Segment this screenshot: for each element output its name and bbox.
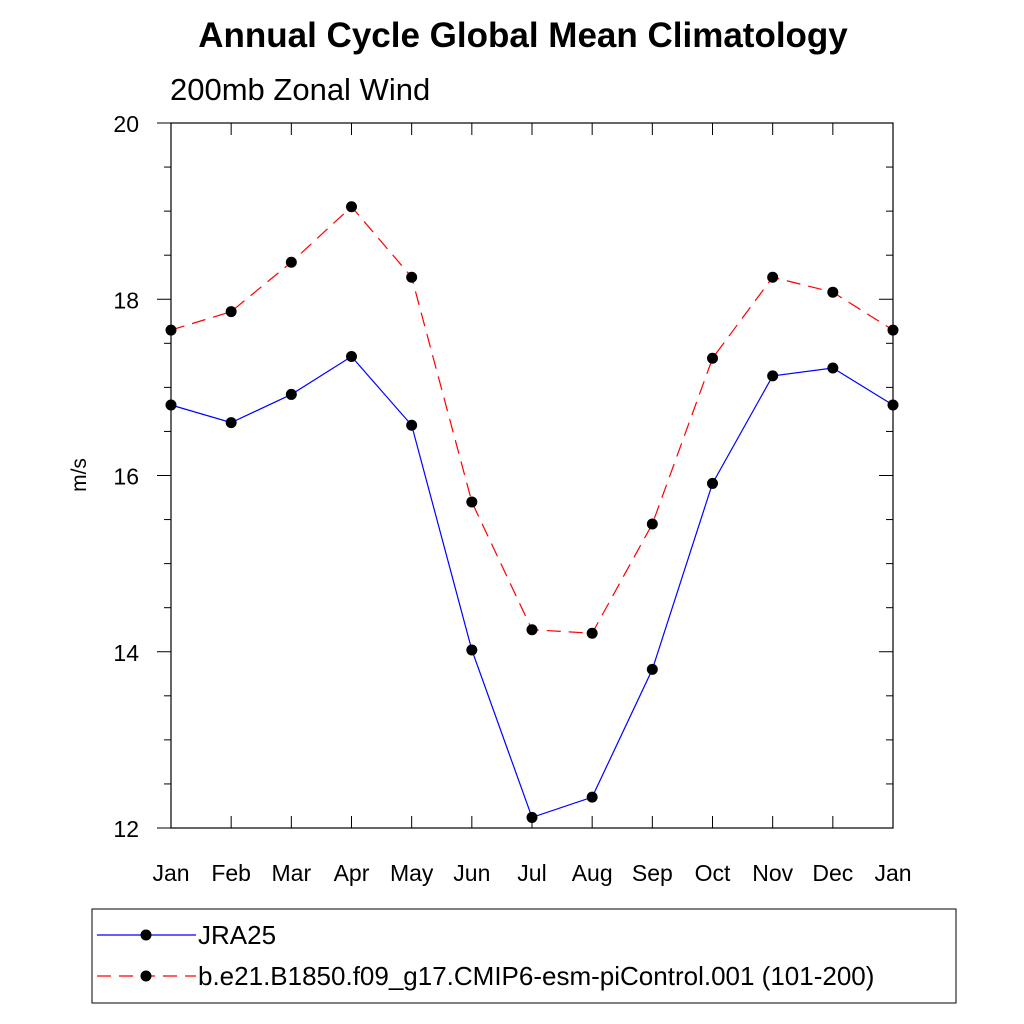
series-2 [165,201,899,639]
y-tick-label: 12 [113,816,139,842]
x-tick-labels: Jan Feb Mar Apr May Jun Jul Aug Sep Oct Nov Dec Jan [152,860,911,886]
data-point [406,271,418,283]
x-tick-label: Feb [211,860,251,886]
x-tick-label: May [390,860,434,886]
data-point [767,370,779,382]
x-tick-label: Jan [152,860,189,886]
chart-title: Annual Cycle Global Mean Climatology [198,16,848,55]
legend: JRA25 b.e21.B1850.f09_g17.CMIP6-esm-piCon… [91,908,957,1004]
data-point [285,256,297,268]
data-point [346,201,357,213]
x-tick-label: Sep [632,860,673,886]
data-point [285,388,297,400]
data-point [707,352,718,364]
data-point [165,399,177,411]
y-tick-label: 16 [113,464,139,490]
data-point [526,624,538,636]
data-point [646,518,658,530]
data-point [586,791,598,803]
data-point [165,324,177,336]
x-tick-label: Dec [812,860,853,886]
data-point [466,496,478,508]
x-tick-label: Aug [572,860,613,886]
series-line [170,355,894,819]
data-point [707,477,718,489]
axis-ticks [157,122,894,829]
x-tick-label: Jul [517,860,546,886]
data-point [767,271,779,283]
data-point [827,286,839,298]
series-1 [165,351,899,823]
y-tick-label: 18 [113,287,139,313]
data-point [466,644,478,656]
data-point [526,811,538,823]
series-line [170,205,894,634]
data-point [586,627,598,639]
legend-label: b.e21.B1850.f09_g17.CMIP6-esm-piControl.… [198,961,874,991]
data-point [646,663,658,675]
legend-box [91,908,957,1004]
y-tick-label: 20 [113,111,139,137]
data-point [225,306,237,318]
data-point [225,417,237,429]
data-point [346,351,357,363]
x-tick-label: Mar [272,860,312,886]
x-tick-label: Apr [334,860,370,886]
legend-marker [140,970,152,982]
data-point [887,324,899,336]
data-point [887,399,899,411]
series-layer [165,201,899,823]
data-point [827,362,839,374]
data-point [406,419,418,431]
y-axis-label: m/s [68,458,91,492]
x-tick-label: Jan [874,860,911,886]
chart-subtitle: 200mb Zonal Wind [170,72,430,107]
plot-frame [170,122,894,829]
x-tick-label: Oct [695,860,731,886]
legend-marker [140,929,152,941]
x-tick-label: Nov [752,860,793,886]
y-tick-label: 14 [113,640,139,666]
x-tick-label: Jun [453,860,490,886]
legend-label: JRA25 [198,920,276,950]
y-tick-labels: 12 14 16 18 20 [113,111,139,842]
